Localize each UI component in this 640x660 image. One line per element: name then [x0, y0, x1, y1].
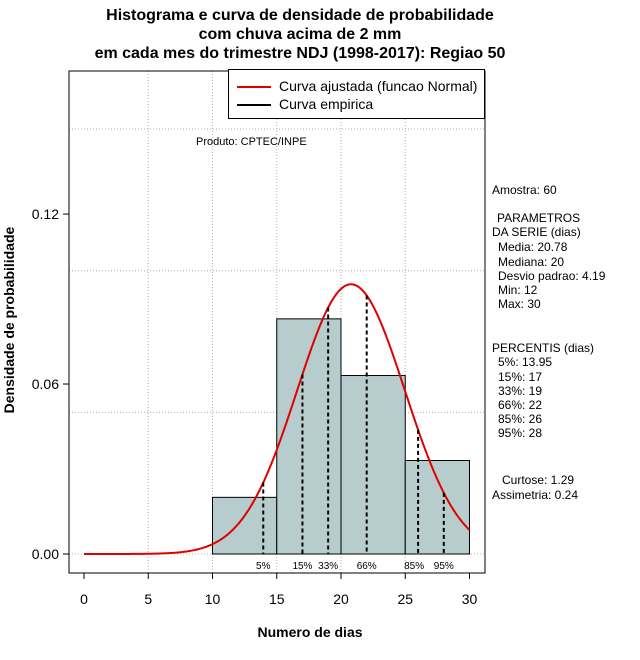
chart-title-line-2: com chuva acima de 2 mm — [198, 26, 402, 43]
histogram-bar — [212, 496, 278, 555]
produto-label: Produto: CPTEC/INPE — [196, 136, 307, 148]
percentile-lines: 5% 15% 33% 66% 85% 95% — [256, 295, 454, 572]
legend-swatch-normal — [237, 86, 271, 88]
legend-label-normal: Curva ajustada (funcao Normal) — [279, 78, 478, 94]
percentile-label: 85% — [404, 561, 424, 572]
stat-curtose: Curtose: 1.29 — [502, 473, 575, 487]
x-tick-label: 30 — [462, 591, 478, 607]
stat-param-title-1: PARAMETROS — [497, 211, 581, 225]
stat-desvio: Desvio padrao: 4.19 — [498, 269, 606, 283]
stat-max: Max: 30 — [498, 297, 541, 311]
stat-p33: 33%: 19 — [498, 384, 543, 398]
chart-title-line-1: Histograma e curva de densidade de proba… — [106, 7, 494, 24]
stat-p15: 15%: 17 — [498, 370, 543, 384]
stat-min: Min: 12 — [498, 283, 538, 297]
axes: 0 5 10 15 20 25 30 0.00 0.06 0.12 — [32, 206, 478, 607]
y-axis-label: Densidade de probabilidade — [1, 226, 17, 414]
x-tick-label: 20 — [333, 591, 349, 607]
stat-percentis-title: PERCENTIS (dias) — [492, 341, 595, 355]
stat-p66: 66%: 22 — [498, 398, 543, 412]
histogram-bar — [404, 460, 470, 555]
x-tick-label: 5 — [144, 591, 152, 607]
histogram-bar — [340, 375, 406, 555]
x-tick-label: 10 — [205, 591, 221, 607]
y-tick-label: 0.12 — [32, 206, 59, 222]
legend-swatch-empirical — [237, 104, 271, 106]
percentile-label: 5% — [256, 561, 271, 572]
x-axis-label: Numero de dias — [257, 624, 363, 640]
chart-title-line-3: em cada mes do trimestre NDJ (1998-2017)… — [94, 45, 506, 62]
normal-curve — [84, 283, 471, 555]
stat-mediana: Mediana: 20 — [498, 255, 565, 269]
percentile-label: 66% — [357, 561, 377, 572]
stat-p85: 85%: 26 — [498, 412, 543, 426]
percentile-label: 15% — [292, 561, 312, 572]
y-tick-label: 0.00 — [32, 546, 59, 562]
y-tick-label: 0.06 — [32, 376, 59, 392]
percentile-label: 95% — [434, 561, 454, 572]
x-tick-label: 15 — [269, 591, 285, 607]
legend-item-normal: Curva ajustada (funcao Normal) — [237, 78, 482, 94]
x-tick-label: 0 — [80, 591, 88, 607]
x-tick-label: 25 — [397, 591, 413, 607]
legend-item-empirical: Curva empirica — [237, 96, 482, 112]
stat-p5: 5%: 13.95 — [498, 355, 553, 369]
histogram-bars — [212, 318, 470, 555]
legend-label-empirical: Curva empirica — [279, 96, 374, 112]
stat-p95: 95%: 28 — [498, 426, 543, 440]
normal-curve-layer — [84, 283, 471, 555]
stat-assimetria: Assimetria: 0.24 — [492, 488, 579, 502]
stat-param-title-2: DA SERIE (dias) — [492, 225, 581, 239]
stat-amostra: Amostra: 60 — [492, 183, 557, 197]
stat-media: Media: 20.78 — [498, 240, 568, 254]
percentile-label: 33% — [318, 561, 338, 572]
legend: Curva ajustada (funcao Normal) Curva emp… — [228, 69, 485, 119]
